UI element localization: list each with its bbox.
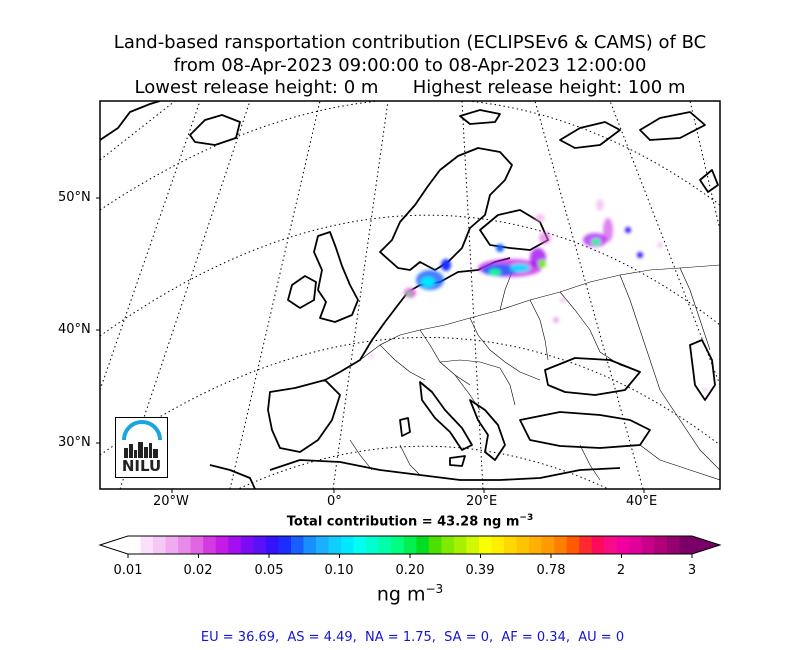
colorbar-cell [504, 536, 518, 554]
colorbar-cell [629, 536, 643, 554]
colorbar-cell [178, 536, 192, 554]
colorbar-unit-exponent: −3 [425, 582, 444, 596]
colorbar-cell [428, 536, 442, 554]
colorbar-cell [240, 536, 254, 554]
colorbar-cell [466, 536, 480, 554]
colorbar-cell [253, 536, 267, 554]
colorbar-tick-label: 0.02 [183, 563, 213, 578]
colorbar-tick-label: 0.01 [113, 563, 143, 578]
colorbar-tick-label: 0.05 [254, 563, 284, 578]
colorbar-cell [403, 536, 417, 554]
colorbar-cell [341, 536, 355, 554]
colorbar-cell [641, 536, 655, 554]
country-borders [349, 264, 720, 481]
colorbar-cell [366, 536, 380, 554]
colorbar-cell [416, 536, 430, 554]
colorbar-cell [441, 536, 455, 554]
colorbar-extend-high [692, 536, 720, 554]
nilu-logo-icon [122, 420, 162, 458]
colorbar-cell [153, 536, 167, 554]
colorbar-cell [290, 536, 305, 554]
colorbar-cell [391, 536, 405, 554]
colorbar-tick-label: 0.39 [465, 563, 495, 578]
colorbar-cell [316, 536, 330, 554]
colorbar-cell [604, 536, 618, 554]
map-title-line-2: from 08-Apr-2023 09:00:00 to 08-Apr-2023… [173, 55, 647, 76]
colorbar-cell [554, 536, 568, 554]
lon-label-40e: 40°E [626, 494, 658, 509]
total-contribution-exponent: −3 [519, 513, 534, 523]
colorbar-cell [303, 536, 317, 554]
colorbar-cell [616, 536, 630, 554]
colorbar-cell [278, 536, 292, 554]
region-totals: EU = 36.69, AS = 4.49, NA = 1.75, SA = 0… [200, 630, 625, 645]
colorbar-tick-label: 3 [687, 563, 697, 578]
colorbar-cell [203, 536, 217, 554]
colorbar-cell [579, 536, 593, 554]
colorbar-cell [516, 536, 530, 554]
colorbar-extend-low [100, 536, 128, 554]
colorbar-cell [453, 536, 467, 554]
colorbar-cell [529, 536, 543, 554]
lat-label-40n: 40°N [58, 322, 91, 337]
map-title-line-1: Land-based ransportation contribution (E… [113, 32, 707, 53]
colorbar-cell [165, 536, 179, 554]
lat-label-30n: 30°N [58, 435, 91, 450]
colorbar-cell [378, 536, 392, 554]
map-frame [99, 100, 721, 490]
total-contribution-label: Total contribution = 43.28 ng m [286, 514, 520, 530]
lon-label-0: 0° [327, 494, 342, 509]
nilu-logo: NILU [115, 417, 168, 478]
axis-ticks [96, 197, 645, 493]
latitude-gridlines [100, 101, 720, 489]
nilu-logo-text: NILU [121, 457, 162, 475]
colorbar-cell [591, 536, 605, 554]
colorbar-cell [679, 536, 693, 554]
colorbar-unit-text: ng m [376, 583, 426, 606]
lon-label-20w: 20°W [153, 494, 189, 509]
colorbar-cell [215, 536, 229, 554]
colorbar-tick-label: 0.10 [324, 563, 354, 578]
colorbar-cell [228, 536, 242, 554]
colorbar-cell [190, 536, 204, 554]
colorbar-cell [491, 536, 505, 554]
colorbar-tick-label: 0.20 [395, 563, 425, 578]
concentration-field [370, 199, 707, 392]
lat-label-50n: 50°N [58, 190, 91, 205]
colorbar-cell [265, 536, 279, 554]
colorbar-cell [566, 536, 580, 554]
colorbar-cell [328, 536, 342, 554]
total-contribution: Total contribution = 43.28 ng m−3 [0, 513, 800, 529]
map-title-line-3: Lowest release height: 0 m Highest relea… [134, 77, 686, 98]
colorbar-tick-label: 2 [616, 563, 626, 578]
colorbar-cell [140, 536, 154, 554]
colorbar-tick-label: 0.78 [536, 563, 566, 578]
colorbar-cell [541, 536, 555, 554]
colorbar-cell [478, 536, 493, 554]
colorbar-cell [353, 536, 367, 554]
colorbar-unit: ng m−3 [0, 582, 800, 605]
colorbar-cell [654, 536, 668, 554]
lon-label-20e: 20°E [466, 494, 498, 509]
colorbar-cell [666, 536, 681, 554]
colorbar-cell [128, 536, 142, 554]
